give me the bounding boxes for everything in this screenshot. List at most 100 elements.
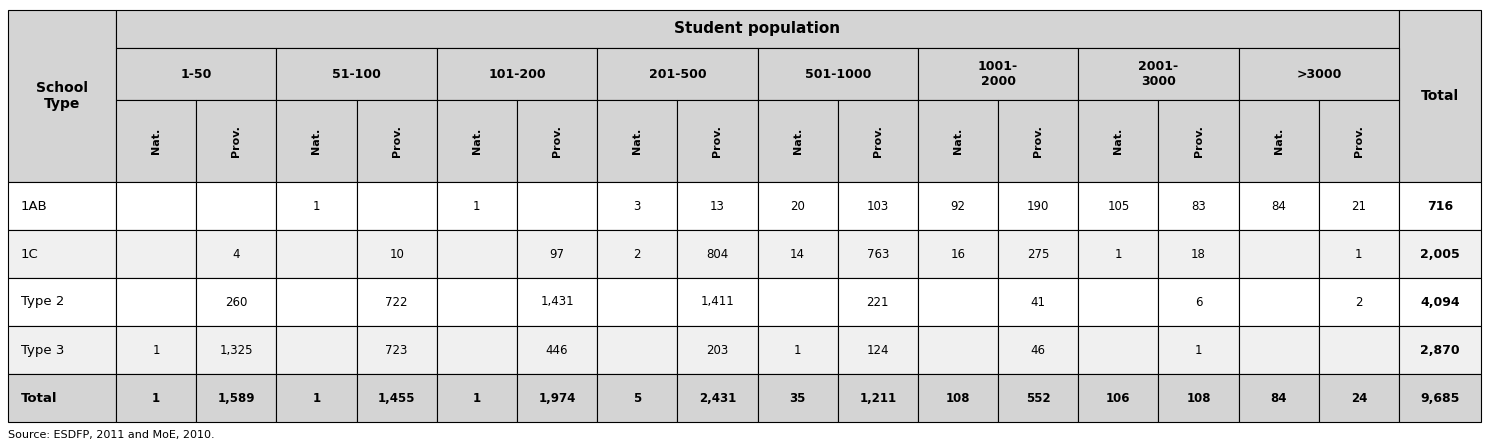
Bar [677,326,758,374]
Text: 6: 6 [1194,296,1202,309]
Text: Prov.: Prov. [1194,125,1203,157]
Bar [436,374,517,422]
Bar [1319,100,1400,182]
Bar [436,326,517,374]
Bar [758,230,838,278]
Text: 106: 106 [1106,392,1130,404]
Bar [7,326,116,374]
Bar [1400,10,1482,182]
Bar [1400,278,1482,326]
Text: 1: 1 [313,199,320,213]
Bar [1319,374,1400,422]
Text: Source: ESDFP, 2011 and MoE, 2010.: Source: ESDFP, 2011 and MoE, 2010. [7,430,214,440]
Bar [838,230,917,278]
Text: 84: 84 [1272,199,1286,213]
Text: 1,411: 1,411 [700,296,734,309]
Bar [597,230,677,278]
Text: 84: 84 [1270,392,1286,404]
Text: Prov.: Prov. [392,125,402,157]
Text: 203: 203 [706,344,728,357]
Text: 1: 1 [1355,247,1362,261]
Text: 10: 10 [389,247,404,261]
Text: 1,211: 1,211 [859,392,896,404]
Bar [1400,374,1482,422]
Text: Nat.: Nat. [472,128,482,154]
Bar [917,326,998,374]
Bar [917,48,1078,100]
Text: 260: 260 [225,296,247,309]
Text: 124: 124 [867,344,889,357]
Bar [917,374,998,422]
Bar [1078,100,1158,182]
Bar [116,374,197,422]
Bar [597,374,677,422]
Text: School
Type: School Type [36,81,88,111]
Bar [7,182,116,230]
Bar [1400,326,1482,374]
Bar [356,182,436,230]
Bar [1078,374,1158,422]
Bar [517,230,597,278]
Bar [197,182,277,230]
Text: 2,431: 2,431 [698,392,736,404]
Bar [1158,326,1239,374]
Bar [197,326,277,374]
Bar [597,326,677,374]
Text: 2,005: 2,005 [1421,247,1459,261]
Bar [356,326,436,374]
Bar [517,278,597,326]
Bar [116,278,197,326]
Text: 804: 804 [706,247,728,261]
Bar [436,278,517,326]
Text: 101-200: 101-200 [488,67,546,80]
Text: >3000: >3000 [1295,67,1342,80]
Text: Nat.: Nat. [1114,128,1123,154]
Bar [917,100,998,182]
Bar [758,326,838,374]
Bar [677,100,758,182]
Bar [7,374,116,422]
Bar [838,374,917,422]
Bar [838,100,917,182]
Text: 190: 190 [1027,199,1050,213]
Text: 20: 20 [791,199,806,213]
Text: 97: 97 [549,247,564,261]
Bar [1078,182,1158,230]
Bar [436,100,517,182]
Bar [436,182,517,230]
Text: 105: 105 [1108,199,1130,213]
Bar [1400,182,1482,230]
Text: Nat.: Nat. [792,128,803,154]
Text: 1,455: 1,455 [378,392,415,404]
Text: 35: 35 [789,392,806,404]
Text: 1: 1 [1115,247,1123,261]
Bar [597,182,677,230]
Text: 552: 552 [1026,392,1050,404]
Text: Student population: Student population [675,21,841,36]
Bar [998,182,1078,230]
Text: 1: 1 [152,392,161,404]
Text: 5: 5 [633,392,642,404]
Text: 16: 16 [950,247,965,261]
Bar [677,374,758,422]
Text: 1,589: 1,589 [217,392,255,404]
Bar [1319,182,1400,230]
Bar [7,230,116,278]
Bar [356,278,436,326]
Bar [277,278,356,326]
Text: 51-100: 51-100 [332,67,381,80]
Bar [1158,182,1239,230]
Text: 41: 41 [1030,296,1045,309]
Text: 83: 83 [1191,199,1206,213]
Text: 763: 763 [867,247,889,261]
Text: 24: 24 [1351,392,1367,404]
Bar [838,278,917,326]
Bar [277,182,356,230]
Text: 1: 1 [152,344,159,357]
Bar [1319,278,1400,326]
Text: 18: 18 [1191,247,1206,261]
Text: 446: 446 [546,344,569,357]
Bar [436,48,597,100]
Bar [838,326,917,374]
Text: 108: 108 [1187,392,1211,404]
